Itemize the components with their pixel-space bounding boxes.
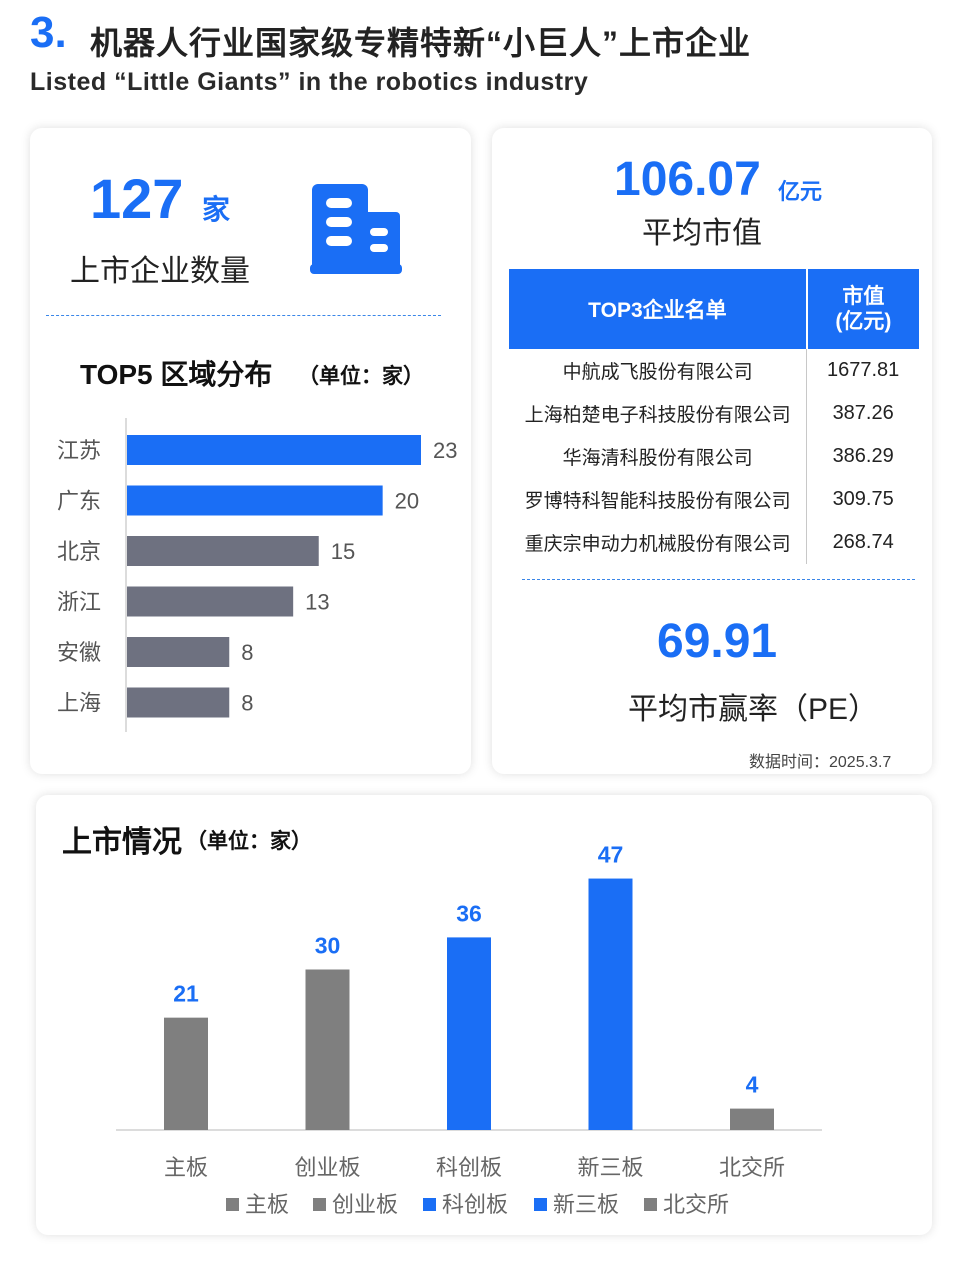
divider xyxy=(522,579,915,580)
region-bar xyxy=(127,586,294,617)
listing-unit-note: （单位：家） xyxy=(186,830,312,853)
table-row: 罗博特科智能科技股份有限公司 309.75 xyxy=(509,478,919,521)
listing-value-label: 30 xyxy=(315,933,341,959)
legend-swatch xyxy=(644,1198,657,1211)
company-value: 1677.81 xyxy=(827,359,900,381)
region-label: 浙江 xyxy=(57,590,101,615)
avg-value-label: 平均市值 xyxy=(642,217,762,250)
region-unit-note: （单位：家） xyxy=(298,365,424,388)
listing-card: 上市情况 （单位：家） 21 主板 30 创业板 36 科创板 47 新三板 4 北交所 主板 创业板… xyxy=(36,795,932,1235)
company-value: 387.26 xyxy=(832,402,894,424)
region-title: TOP5 区域分布 xyxy=(80,359,273,390)
listing-category-label: 创业板 xyxy=(294,1155,360,1180)
legend-swatch xyxy=(313,1198,326,1211)
pe-label: 平均市赢率（PE） xyxy=(628,693,879,726)
region-label: 上海 xyxy=(57,691,101,716)
table-header-name: TOP3企业名单 xyxy=(509,269,807,349)
listing-bar xyxy=(588,878,633,1130)
region-value-label: 23 xyxy=(433,438,457,463)
region-value-label: 8 xyxy=(241,691,253,716)
value-card: 106.07 亿元 平均市值 TOP3企业名单 市值 (亿元) 中航成飞股份有限… xyxy=(492,128,932,774)
section-number: 3. xyxy=(30,8,67,57)
region-label: 江苏 xyxy=(57,438,101,463)
table-header-value-line2: (亿元) xyxy=(835,310,892,333)
listing-category-label: 主板 xyxy=(164,1155,208,1180)
region-value-label: 15 xyxy=(331,539,355,564)
company-count-unit: 家 xyxy=(202,194,231,225)
table-row: 华海清科股份有限公司 386.29 xyxy=(509,435,919,478)
company-name: 重庆宗申动力机械股份有限公司 xyxy=(509,521,808,564)
listing-bar xyxy=(305,969,350,1130)
listing-bar xyxy=(730,1108,774,1130)
legend-label: 创业板 xyxy=(332,1192,398,1217)
listing-bar xyxy=(447,937,491,1130)
company-name: 上海柏楚电子科技股份有限公司 xyxy=(509,392,808,435)
region-bar xyxy=(127,637,230,667)
region-value-label: 13 xyxy=(305,590,329,615)
avg-value-unit: 亿元 xyxy=(778,179,823,204)
company-count: 127 xyxy=(90,167,184,230)
region-bar xyxy=(127,536,319,566)
region-bar xyxy=(127,435,421,465)
page-subtitle: Listed “Little Giants” in the robotics i… xyxy=(30,68,589,96)
listing-bar xyxy=(164,1017,208,1130)
listing-category-label: 科创板 xyxy=(436,1155,502,1180)
region-bar xyxy=(127,485,383,516)
region-label: 安徽 xyxy=(57,640,101,665)
legend-label: 北交所 xyxy=(663,1192,729,1217)
company-value: 268.74 xyxy=(832,531,894,553)
company-name: 华海清科股份有限公司 xyxy=(509,435,808,478)
region-label: 广东 xyxy=(57,489,101,514)
data-time: 数据时间：2025.3.7 xyxy=(749,754,892,771)
page-title: 机器人行业国家级专精特新“小巨人”上市企业 xyxy=(90,25,752,61)
listing-value-label: 4 xyxy=(746,1072,759,1098)
top-companies-table: TOP3企业名单 市值 (亿元) 中航成飞股份有限公司 1677.81 上海柏楚电子… xyxy=(509,269,919,564)
company-count-label: 上市企业数量 xyxy=(70,255,250,288)
region-value-label: 8 xyxy=(241,640,253,665)
company-name: 中航成飞股份有限公司 xyxy=(509,349,808,392)
region-value-label: 20 xyxy=(395,489,419,514)
listing-value-label: 47 xyxy=(598,842,624,868)
company-value: 386.29 xyxy=(832,445,894,467)
company-value: 309.75 xyxy=(832,488,894,510)
avg-value: 106.07 xyxy=(614,153,761,206)
legend-label: 主板 xyxy=(245,1192,289,1217)
listing-title: 上市情况 xyxy=(62,826,182,859)
legend-label: 新三板 xyxy=(553,1192,619,1217)
legend-swatch xyxy=(423,1198,436,1211)
pe-value: 69.91 xyxy=(657,615,778,668)
building-icon xyxy=(310,182,402,276)
region-bar xyxy=(127,687,230,718)
divider xyxy=(46,315,441,316)
legend-swatch xyxy=(226,1198,239,1211)
listing-value-label: 36 xyxy=(456,900,482,926)
legend-swatch xyxy=(534,1198,547,1211)
company-name: 罗博特科智能科技股份有限公司 xyxy=(509,478,808,521)
listing-value-label: 21 xyxy=(173,981,199,1007)
table-row: 中航成飞股份有限公司 1677.81 xyxy=(509,349,919,392)
listing-category-label: 新三板 xyxy=(577,1155,643,1180)
table-header-value-line1: 市值 xyxy=(842,285,885,308)
region-label: 北京 xyxy=(57,539,101,564)
legend-label: 科创板 xyxy=(442,1192,508,1217)
table-row: 重庆宗申动力机械股份有限公司 268.74 xyxy=(509,521,919,564)
table-header-value: 市值 (亿元) xyxy=(805,269,919,349)
region-bar-chart: 江苏 23 广东 20 北京 15 浙江 13 安徽 8 上海 8 xyxy=(57,418,457,732)
table-row: 上海柏楚电子科技股份有限公司 387.26 xyxy=(509,392,919,435)
count-region-card: 127 家 上市企业数量 TOP5 区域分布 （单位：家） 江苏 23 广东 20 北京… xyxy=(30,128,471,774)
listing-category-label: 北交所 xyxy=(719,1155,785,1180)
